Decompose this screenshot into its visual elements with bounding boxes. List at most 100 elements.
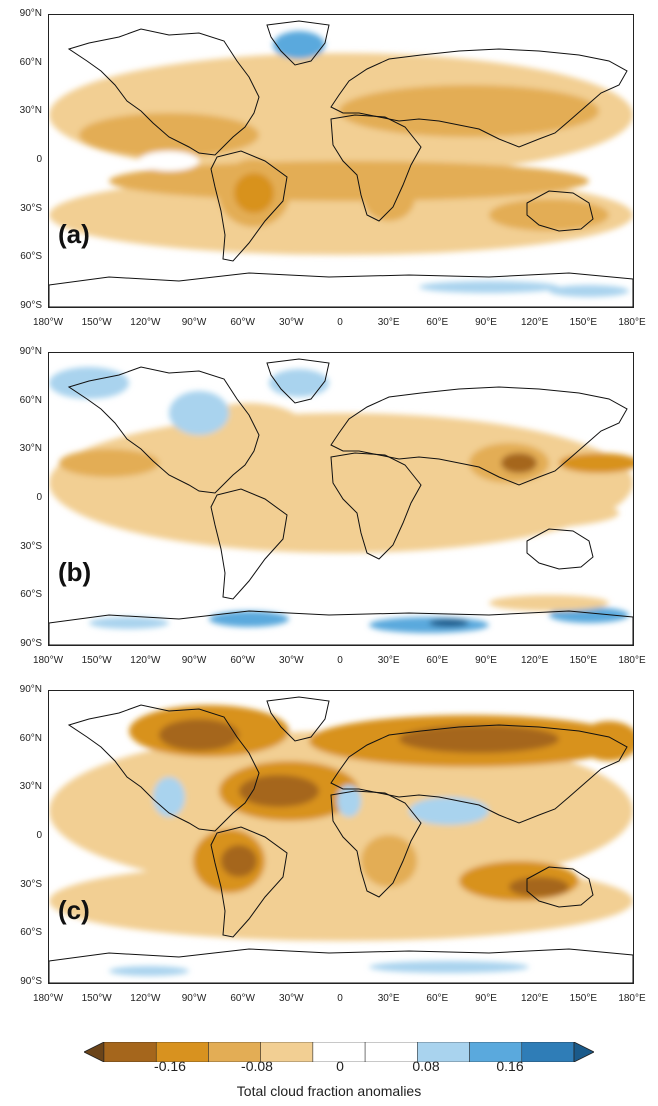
latitude-tick-label: 30°S: [20, 878, 42, 890]
latitude-tick-label: 60°N: [19, 732, 42, 744]
colorbar-tick-label: -0.16: [154, 1058, 186, 1074]
latitude-tick-label: 90°S: [20, 300, 42, 311]
longitude-tick-label: 120°E: [520, 317, 549, 328]
longitude-tick-label: 150°W: [81, 655, 112, 666]
coastline: [330, 724, 628, 824]
latitude-tick-label: 60°S: [20, 589, 42, 601]
coastline: [67, 28, 260, 156]
longitude-tick-label: 30°W: [279, 655, 304, 666]
latitude-tick-label: 30°S: [20, 202, 42, 214]
longitude-tick-label: 180°E: [618, 317, 646, 328]
colorbar-tick-label: 0.16: [496, 1058, 524, 1074]
anomaly-region: [549, 285, 629, 297]
longitude-tick-label: 60°W: [230, 317, 255, 328]
coastline: [210, 150, 288, 262]
anomaly-region: [273, 31, 325, 59]
anomaly-region: [169, 391, 229, 435]
latitude-tick-label: 0: [36, 154, 42, 165]
latitude-tick-label: 0: [36, 830, 42, 841]
anomaly-region: [319, 495, 619, 531]
longitude-tick-label: 0: [337, 655, 343, 666]
colorbar-tick-label: 0.08: [412, 1058, 440, 1074]
latitude-tick-label: 90°N: [19, 346, 42, 357]
longitude-tick-label: 90°E: [475, 993, 497, 1004]
longitude-tick-label: 30°E: [377, 317, 400, 328]
latitude-tick-label: 90°N: [19, 8, 42, 19]
anomaly-region: [79, 113, 259, 157]
anomaly-region: [234, 173, 274, 213]
anomaly-region: [153, 777, 185, 817]
anomaly-region: [209, 611, 289, 627]
anomaly-region: [419, 281, 559, 293]
anomaly-region: [269, 369, 329, 397]
longitude-tick-label: 90°W: [181, 993, 207, 1004]
coastline: [67, 366, 260, 494]
panel-label: (c): [58, 895, 90, 925]
coastline: [266, 20, 330, 66]
anomaly-region: [399, 725, 559, 753]
map-frame: [48, 14, 634, 308]
latitude-tick-label: 0: [36, 492, 42, 503]
longitude-tick-label: 90°E: [475, 317, 497, 328]
anomaly-region: [361, 835, 417, 887]
longitude-tick-label: 60°E: [426, 317, 449, 328]
colorbar-tick-label: 0: [336, 1058, 344, 1074]
anomaly-region: [509, 877, 569, 897]
anomaly-region: [337, 785, 361, 817]
longitude-tick-label: 120°E: [520, 655, 549, 666]
map-panel-a: (a) 90°N 60°N 30°N 0 30°S 60°S 90°S 180°W 150°W 1…: [0, 2, 658, 332]
anomaly-region: [89, 617, 169, 629]
longitude-tick-label: 90°W: [181, 317, 207, 328]
longitude-tick-label: 90°E: [475, 655, 497, 666]
anomaly-region: [489, 595, 609, 611]
anomaly-region: [59, 449, 159, 477]
latitude-tick-label: 30°N: [19, 781, 42, 793]
anomaly-region: [369, 617, 489, 633]
anomaly-region: [369, 961, 529, 973]
coastline: [49, 948, 633, 983]
latitude-tick-label: 30°S: [20, 540, 42, 552]
latitude-tick-label: 90°S: [20, 976, 42, 987]
longitude-tick-label: 0: [337, 993, 343, 1004]
anomaly-region: [139, 151, 199, 171]
coastline: [330, 452, 422, 560]
coastline: [210, 826, 288, 938]
coastline: [49, 610, 633, 645]
coastline: [526, 528, 594, 570]
panel-label: (a): [58, 219, 90, 249]
longitude-tick-label: 150°E: [569, 317, 597, 328]
longitude-tick-label: 60°W: [230, 655, 255, 666]
latitude-tick-label: 60°S: [20, 251, 42, 263]
anomaly-region: [49, 367, 129, 399]
anomaly-region: [501, 453, 537, 473]
longitude-tick-label: 30°W: [279, 993, 304, 1004]
map-frame: [48, 352, 634, 646]
anomaly-region: [559, 453, 633, 473]
longitude-tick-label: 30°E: [377, 655, 400, 666]
longitude-tick-label: 180°W: [32, 655, 64, 666]
longitude-tick-label: 30°W: [279, 317, 304, 328]
anomaly-region: [159, 719, 239, 751]
longitude-tick-label: 180°W: [32, 993, 64, 1004]
anomaly-region: [49, 413, 633, 553]
longitude-tick-label: 150°W: [81, 993, 112, 1004]
longitude-tick-label: 120°W: [130, 655, 161, 666]
map-panel-b: (b) 90°N 60°N 30°N 0 30°S 60°S 90°S 180°W 150°W 1…: [0, 340, 658, 670]
longitude-tick-label: 0: [337, 317, 343, 328]
anomaly-region: [239, 775, 319, 807]
longitude-tick-label: 180°E: [618, 655, 646, 666]
coastline: [67, 704, 260, 832]
coastline: [330, 386, 628, 486]
coastline: [526, 866, 594, 908]
coastline: [330, 48, 628, 148]
colorbar-title: Total cloud fraction anomalies: [236, 1083, 422, 1099]
anomaly-region: [409, 797, 489, 825]
anomaly-region: [489, 199, 609, 231]
map-panel-c: (c) 90°N 60°N 30°N 0 30°S 60°S 90°S 180°W 150°W 1…: [0, 678, 658, 1008]
longitude-tick-label: 30°E: [377, 993, 400, 1004]
anomaly-region: [221, 845, 257, 877]
longitude-tick-label: 150°W: [81, 317, 112, 328]
longitude-tick-label: 150°E: [569, 993, 597, 1004]
colorbar-low-arrow: [84, 1042, 105, 1062]
coastline: [526, 190, 594, 232]
